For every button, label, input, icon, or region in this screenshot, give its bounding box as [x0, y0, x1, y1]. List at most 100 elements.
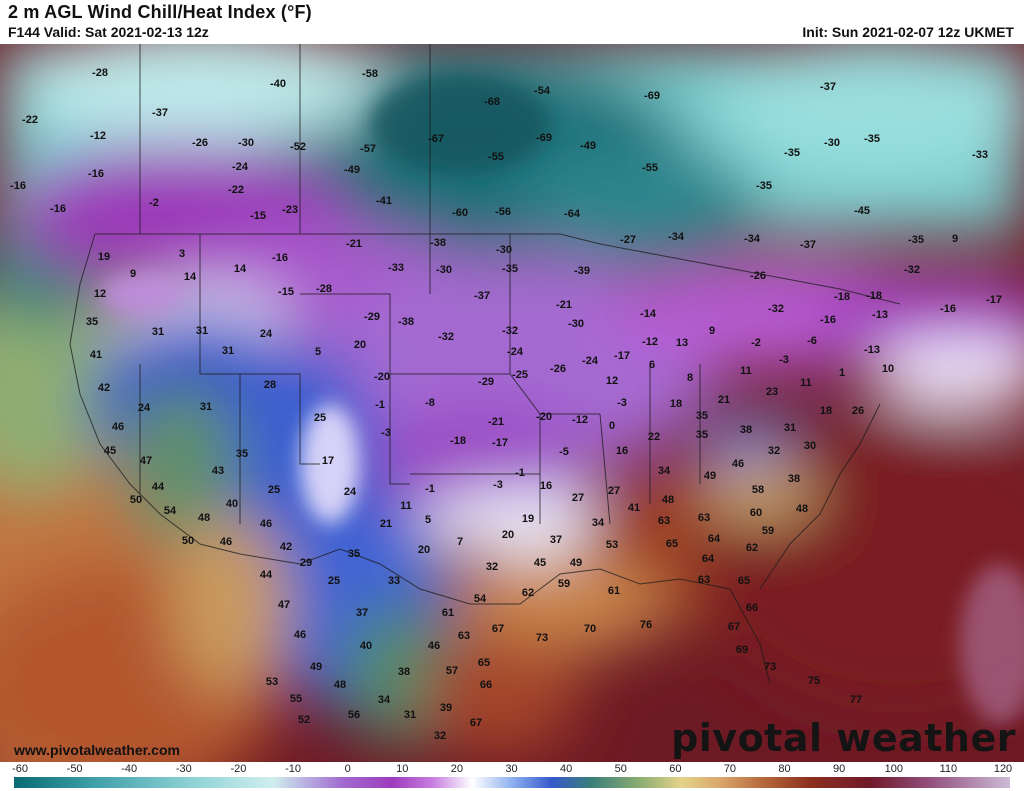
map-value-label: -49 — [580, 140, 596, 152]
map-value-label: -38 — [398, 316, 414, 328]
map-value-label: 47 — [140, 455, 152, 467]
map-value-label: -35 — [864, 133, 880, 145]
map-value-label: -20 — [536, 411, 552, 423]
map-value-label: -68 — [484, 96, 500, 108]
map-value-label: 48 — [198, 512, 210, 524]
map-value-label: 14 — [234, 263, 247, 275]
map-value-label: -8 — [425, 397, 435, 409]
map-value-label: -3 — [779, 354, 789, 366]
map-value-label: -20 — [374, 371, 390, 383]
map-value-label: -26 — [550, 363, 566, 375]
map-value-label: -37 — [820, 81, 836, 93]
map-value-label: 31 — [200, 401, 212, 413]
map-value-label: 59 — [558, 578, 570, 590]
map-value-label: -24 — [582, 355, 599, 367]
map-value-label: 67 — [728, 621, 740, 633]
map-value-label: 35 — [236, 448, 248, 460]
map-value-label: 38 — [740, 424, 752, 436]
map-value-label: 6 — [649, 359, 655, 371]
map-value-label: -60 — [452, 207, 468, 219]
map-value-label: 65 — [478, 657, 490, 669]
map-value-label: -15 — [250, 210, 266, 222]
map-value-label: 35 — [348, 548, 360, 560]
map-value-label: 41 — [90, 349, 102, 361]
map-value-label: 34 — [592, 517, 605, 529]
map-value-label: -35 — [502, 263, 518, 275]
map-value-label: -12 — [90, 130, 106, 142]
map-value-label: -39 — [574, 265, 590, 277]
map-value-label: -69 — [536, 132, 552, 144]
map-value-label: 42 — [280, 541, 292, 553]
map-value-label: -30 — [436, 264, 452, 276]
map-value-label: 42 — [98, 382, 110, 394]
map-value-label: 63 — [458, 630, 470, 642]
map-value-label: 70 — [584, 623, 596, 635]
map-value-label: 49 — [570, 557, 582, 569]
map-value-label: 0 — [609, 420, 615, 432]
map-value-label: 20 — [354, 339, 366, 351]
map-value-label: -16 — [820, 314, 836, 326]
map-value-label: -14 — [640, 308, 657, 320]
legend-tick-label: -40 — [121, 763, 138, 775]
map-value-label: -22 — [22, 114, 38, 126]
map-value-label: 63 — [658, 515, 670, 527]
map-value-label: 55 — [290, 693, 302, 705]
map-value-label: 20 — [418, 544, 430, 556]
map-canvas: -28-40-58-54-68 -69-37-22-37-12-26 -30 -52-… — [0, 44, 1024, 762]
map-value-label: 48 — [662, 494, 674, 506]
map-value-label: 13 — [676, 337, 688, 349]
map-value-label: 30 — [804, 440, 816, 452]
map-value-label: 16 — [616, 445, 628, 457]
website-url[interactable]: www.pivotalweather.com — [14, 742, 180, 758]
map-value-label: 35 — [86, 316, 98, 328]
map-value-label: -25 — [512, 369, 528, 381]
map-value-label: -12 — [572, 414, 588, 426]
map-value-label: -3 — [493, 479, 503, 491]
map-value-label: 19 — [522, 513, 534, 525]
map-value-label: 9 — [709, 325, 715, 337]
map-value-label: 38 — [398, 666, 410, 678]
map-value-label: 35 — [696, 410, 708, 422]
map-value-label: -28 — [92, 67, 108, 79]
map-value-label: -13 — [872, 309, 888, 321]
map-value-label: 46 — [260, 518, 272, 530]
map-value-label: 63 — [698, 512, 710, 524]
map-value-label: 65 — [738, 575, 750, 587]
map-value-label: 16 — [540, 480, 552, 492]
map-value-label: -58 — [362, 68, 378, 80]
map-value-label: 31 — [404, 709, 416, 721]
map-value-label: 59 — [762, 525, 774, 537]
map-value-label: 69 — [736, 644, 748, 656]
map-value-label: 31 — [196, 325, 208, 337]
brand-logo: pivotal weather — [671, 716, 1016, 760]
map-value-label: 45 — [104, 445, 116, 457]
map-value-label: 46 — [112, 421, 124, 433]
map-value-label: -28 — [316, 283, 332, 295]
map-value-label: 32 — [486, 561, 498, 573]
map-value-label: 44 — [152, 481, 165, 493]
map-value-label: 49 — [704, 470, 716, 482]
map-value-label: -49 — [344, 164, 360, 176]
legend-tick-label: 40 — [559, 763, 573, 775]
map-value-label: 49 — [310, 661, 322, 673]
map-value-label: -34 — [744, 233, 761, 245]
map-value-label: -37 — [474, 290, 490, 302]
map-value-label: -18 — [450, 435, 466, 447]
map-value-label: 43 — [212, 465, 224, 477]
map-value-label: 62 — [746, 542, 758, 554]
map-value-label: 35 — [696, 429, 708, 441]
map-value-label: 34 — [658, 465, 671, 477]
legend-tick-label: 30 — [505, 763, 518, 775]
map-value-label: -16 — [50, 203, 66, 215]
map-value-label: -13 — [864, 344, 880, 356]
map-value-label: 7 — [457, 536, 463, 548]
map-value-label: -35 — [784, 147, 800, 159]
map-value-label: 67 — [470, 717, 482, 729]
legend-tick-label: -30 — [175, 763, 192, 775]
map-value-label: 64 — [708, 533, 721, 545]
map-value-label: 61 — [608, 585, 620, 597]
map-value-label: 54 — [474, 593, 487, 605]
map-value-label: -26 — [750, 270, 766, 282]
legend-tick-label: 120 — [993, 763, 1013, 775]
map-value-label: 46 — [732, 458, 744, 470]
